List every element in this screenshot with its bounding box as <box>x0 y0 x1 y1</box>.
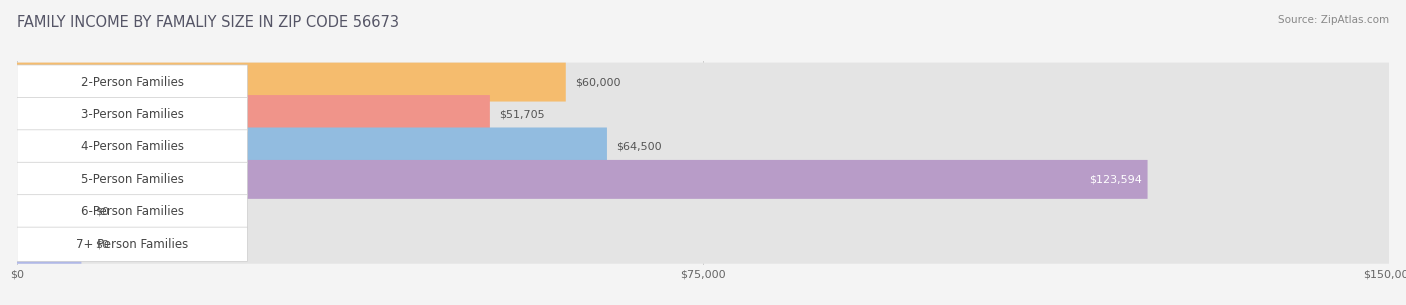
FancyBboxPatch shape <box>17 160 1389 199</box>
FancyBboxPatch shape <box>17 227 247 261</box>
Text: 2-Person Families: 2-Person Families <box>80 76 184 88</box>
Text: $0: $0 <box>96 239 110 249</box>
FancyBboxPatch shape <box>17 127 1389 167</box>
Text: FAMILY INCOME BY FAMALIY SIZE IN ZIP CODE 56673: FAMILY INCOME BY FAMALIY SIZE IN ZIP COD… <box>17 15 399 30</box>
FancyBboxPatch shape <box>17 162 247 196</box>
FancyBboxPatch shape <box>17 95 489 134</box>
FancyBboxPatch shape <box>17 63 565 102</box>
FancyBboxPatch shape <box>17 97 247 132</box>
FancyBboxPatch shape <box>17 95 1389 134</box>
Text: Source: ZipAtlas.com: Source: ZipAtlas.com <box>1278 15 1389 25</box>
FancyBboxPatch shape <box>17 225 82 264</box>
Text: $64,500: $64,500 <box>617 142 662 152</box>
FancyBboxPatch shape <box>17 192 82 231</box>
Text: $0: $0 <box>96 207 110 217</box>
FancyBboxPatch shape <box>17 195 247 229</box>
FancyBboxPatch shape <box>17 192 1389 231</box>
Text: 6-Person Families: 6-Person Families <box>80 205 184 218</box>
Text: $51,705: $51,705 <box>499 109 546 120</box>
Text: 5-Person Families: 5-Person Families <box>80 173 184 186</box>
Text: 4-Person Families: 4-Person Families <box>80 141 184 153</box>
Text: 7+ Person Families: 7+ Person Families <box>76 238 188 251</box>
Text: 3-Person Families: 3-Person Families <box>80 108 184 121</box>
FancyBboxPatch shape <box>17 130 247 164</box>
FancyBboxPatch shape <box>17 160 1147 199</box>
FancyBboxPatch shape <box>17 127 607 167</box>
Text: $60,000: $60,000 <box>575 77 621 87</box>
FancyBboxPatch shape <box>17 225 1389 264</box>
Text: $123,594: $123,594 <box>1090 174 1142 185</box>
FancyBboxPatch shape <box>17 65 247 99</box>
FancyBboxPatch shape <box>17 63 1389 102</box>
